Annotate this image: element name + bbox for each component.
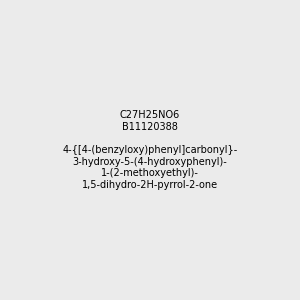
Text: C27H25NO6
B11120388

4-{[4-(benzyloxy)phenyl]carbonyl}-
3-hydroxy-5-(4-hydroxyph: C27H25NO6 B11120388 4-{[4-(benzyloxy)phe… (62, 110, 238, 190)
